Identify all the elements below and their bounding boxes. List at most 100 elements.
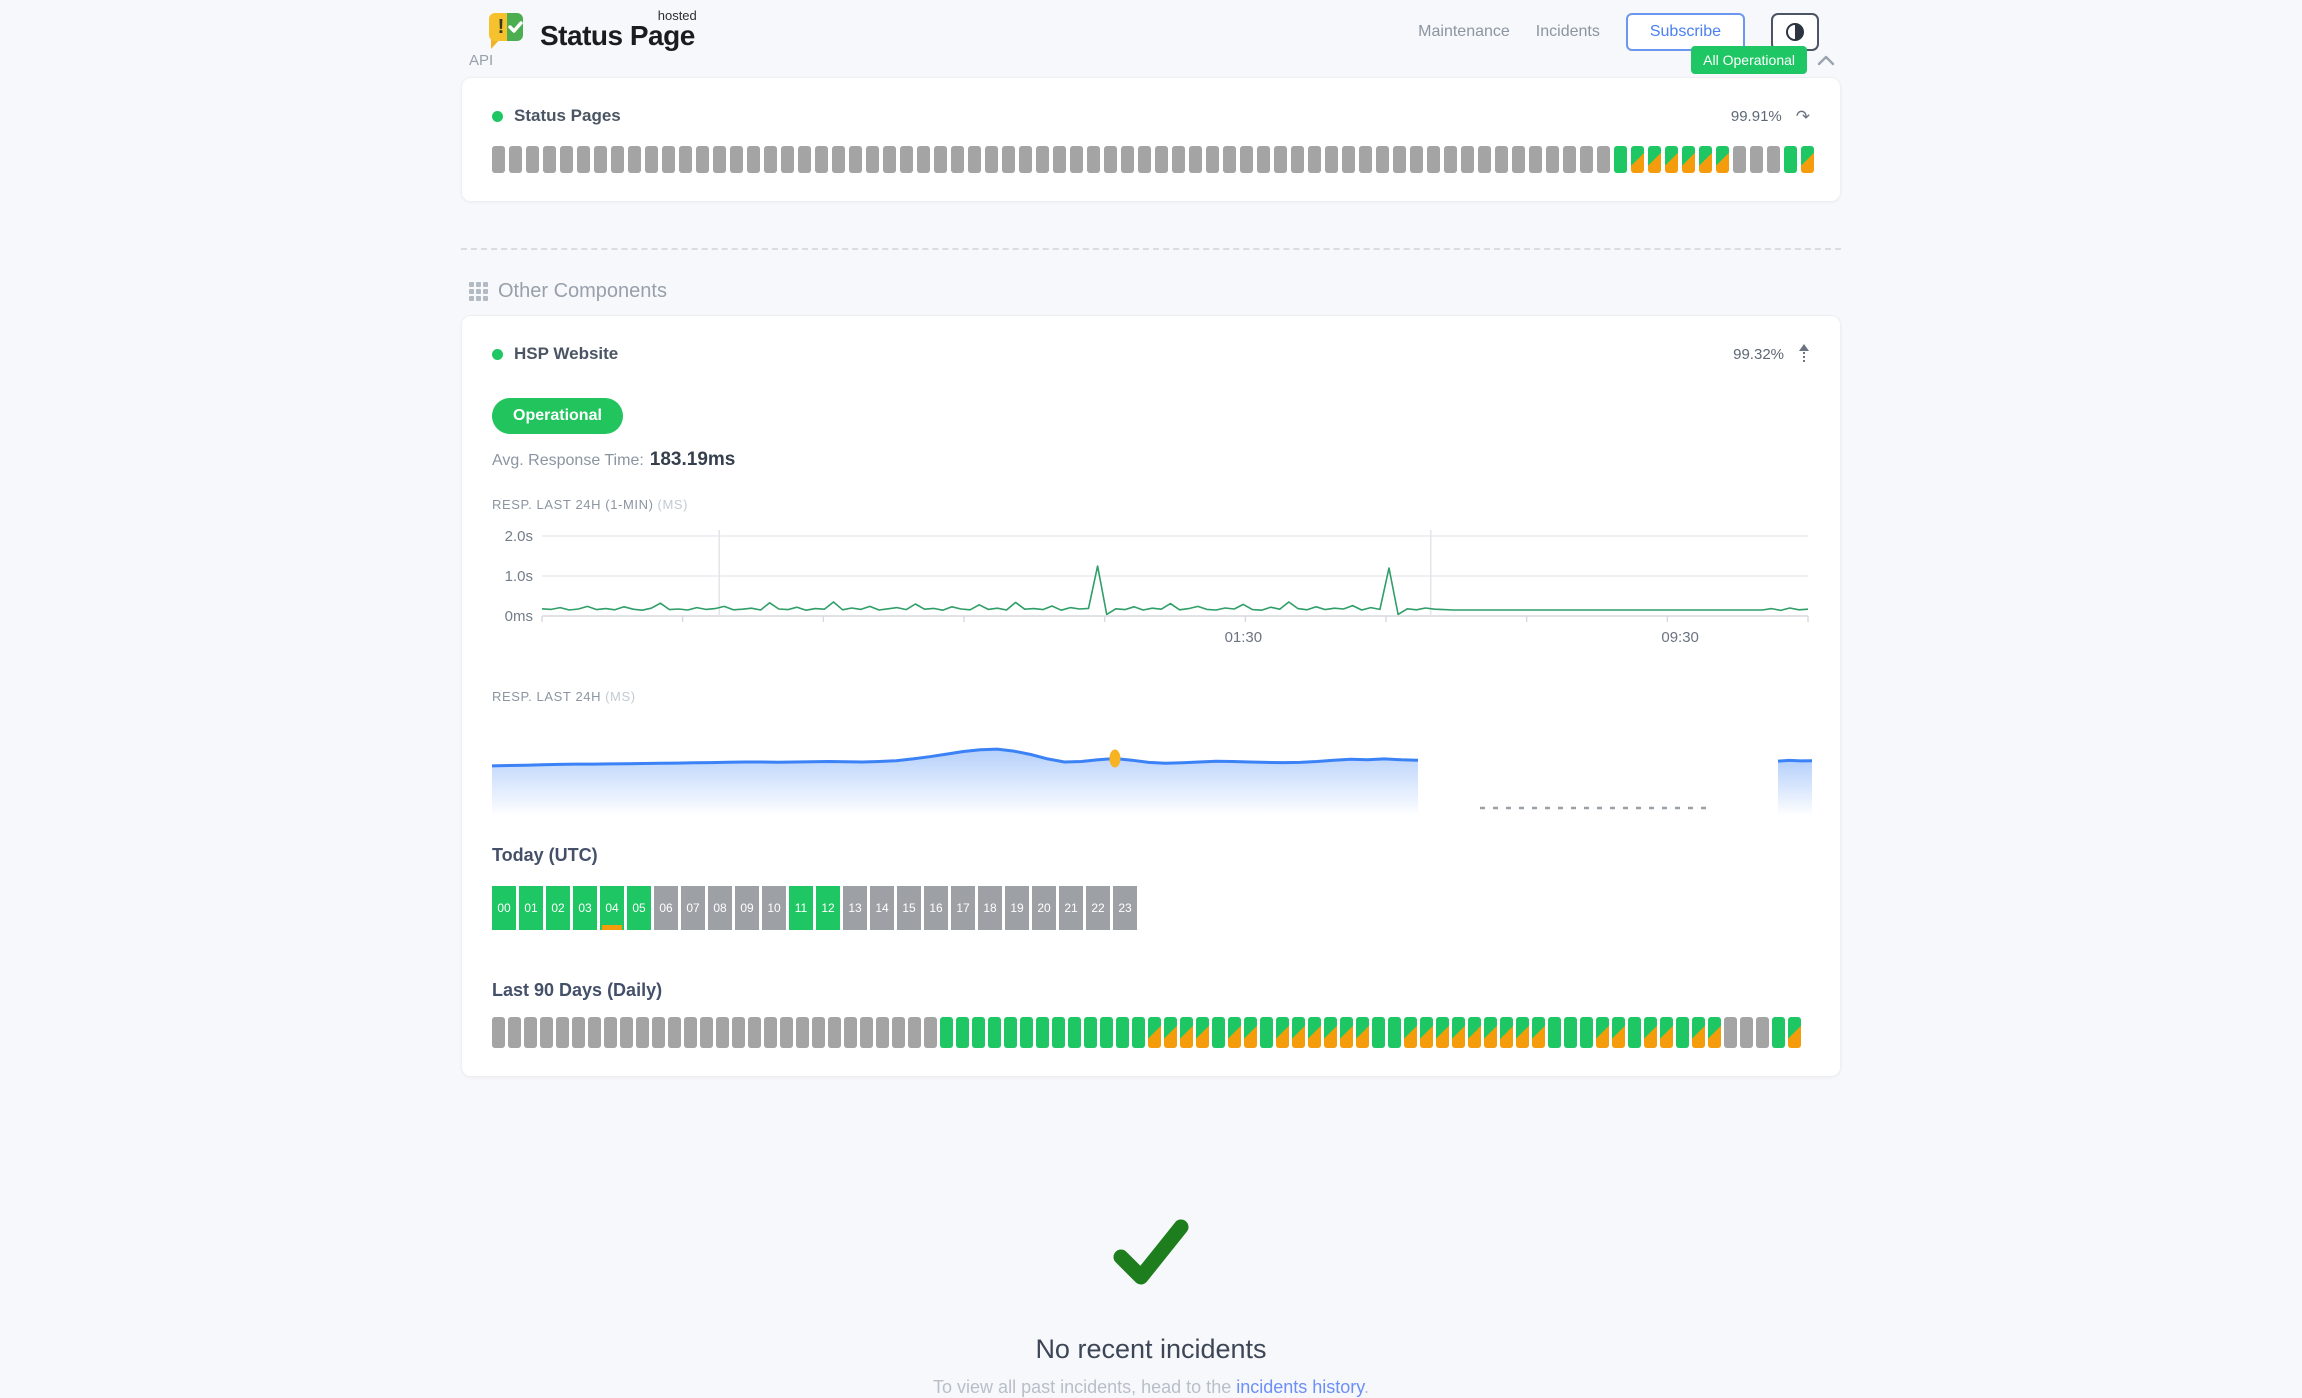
hour-box-03[interactable]: 03 [573, 886, 597, 930]
daily-bar[interactable] [1404, 1017, 1417, 1048]
daily-bar[interactable] [1212, 1017, 1225, 1048]
daily-bar[interactable] [1340, 1017, 1353, 1048]
hour-box-01[interactable]: 01 [519, 886, 543, 930]
uptime-bar[interactable] [1087, 146, 1100, 173]
uptime-bar[interactable] [1223, 146, 1236, 173]
daily-bar[interactable] [940, 1017, 953, 1048]
daily-bar[interactable] [1196, 1017, 1209, 1048]
daily-bar[interactable] [1356, 1017, 1369, 1048]
uptime-bar[interactable] [934, 146, 947, 173]
daily-bar[interactable] [1452, 1017, 1465, 1048]
hour-box-00[interactable]: 00 [492, 886, 516, 930]
uptime-bar[interactable] [662, 146, 675, 173]
daily-bar[interactable] [924, 1017, 937, 1048]
uptime-bar[interactable] [1172, 146, 1185, 173]
daily-bar[interactable] [1020, 1017, 1033, 1048]
chevron-up-icon[interactable] [1817, 54, 1835, 66]
daily-bar[interactable] [780, 1017, 793, 1048]
uptime-bar[interactable] [1427, 146, 1440, 173]
hour-box-07[interactable]: 07 [681, 886, 705, 930]
uptime-bar[interactable] [1053, 146, 1066, 173]
daily-bar[interactable] [1164, 1017, 1177, 1048]
hour-box-23[interactable]: 23 [1113, 886, 1137, 930]
hour-box-09[interactable]: 09 [735, 886, 759, 930]
daily-bar[interactable] [1548, 1017, 1561, 1048]
daily-bar[interactable] [1116, 1017, 1129, 1048]
uptime-bar[interactable] [1359, 146, 1372, 173]
daily-bar[interactable] [972, 1017, 985, 1048]
daily-bar[interactable] [1100, 1017, 1113, 1048]
uptime-bar[interactable] [1274, 146, 1287, 173]
daily-bar[interactable] [684, 1017, 697, 1048]
uptime-bar[interactable] [985, 146, 998, 173]
uptime-bar[interactable] [832, 146, 845, 173]
uptime-bar[interactable] [1597, 146, 1610, 173]
daily-bar[interactable] [1516, 1017, 1529, 1048]
hour-box-11[interactable]: 11 [789, 886, 813, 930]
daily-bar[interactable] [620, 1017, 633, 1048]
daily-bar[interactable] [1756, 1017, 1769, 1048]
uptime-bar[interactable] [1257, 146, 1270, 173]
daily-bar[interactable] [812, 1017, 825, 1048]
daily-bar[interactable] [764, 1017, 777, 1048]
daily-bar[interactable] [1660, 1017, 1673, 1048]
daily-bar[interactable] [1484, 1017, 1497, 1048]
subscribe-button[interactable]: Subscribe [1625, 13, 1745, 51]
daily-bar[interactable] [732, 1017, 745, 1048]
uptime-bar[interactable] [866, 146, 879, 173]
incidents-history-link[interactable]: incidents history [1236, 1377, 1364, 1397]
daily-bar[interactable] [1228, 1017, 1241, 1048]
daily-bar[interactable] [1740, 1017, 1753, 1048]
uptime-bar[interactable] [951, 146, 964, 173]
daily-bar[interactable] [652, 1017, 665, 1048]
uptime-bar[interactable] [1631, 146, 1644, 173]
daily-bar[interactable] [1420, 1017, 1433, 1048]
uptime-bar[interactable] [1308, 146, 1321, 173]
daily-bar[interactable] [636, 1017, 649, 1048]
overall-status-badge[interactable]: All Operational [1691, 46, 1807, 74]
daily-bar[interactable] [828, 1017, 841, 1048]
daily-bar[interactable] [1388, 1017, 1401, 1048]
daily-bar[interactable] [716, 1017, 729, 1048]
daily-bar[interactable] [1260, 1017, 1273, 1048]
uptime-bar[interactable] [611, 146, 624, 173]
uptime-bar[interactable] [1478, 146, 1491, 173]
daily-bar[interactable] [860, 1017, 873, 1048]
uptime-bar[interactable] [628, 146, 641, 173]
uptime-bar[interactable] [1512, 146, 1525, 173]
daily-bar[interactable] [1052, 1017, 1065, 1048]
daily-bar[interactable] [1308, 1017, 1321, 1048]
uptime-bar[interactable] [1580, 146, 1593, 173]
uptime-bar[interactable] [1410, 146, 1423, 173]
daily-bar[interactable] [1148, 1017, 1161, 1048]
response-area-chart[interactable] [491, 720, 1813, 821]
uptime-bar[interactable] [1546, 146, 1559, 173]
hour-box-10[interactable]: 10 [762, 886, 786, 930]
uptime-bar[interactable] [1342, 146, 1355, 173]
uptime-bar[interactable] [900, 146, 913, 173]
uptime-bar[interactable] [1461, 146, 1474, 173]
uptime-bar[interactable] [1019, 146, 1032, 173]
uptime-bar[interactable] [492, 146, 505, 173]
daily-bar[interactable] [668, 1017, 681, 1048]
hour-box-14[interactable]: 14 [870, 886, 894, 930]
daily-bar[interactable] [1180, 1017, 1193, 1048]
uptime-bar[interactable] [764, 146, 777, 173]
hour-box-08[interactable]: 08 [708, 886, 732, 930]
hour-box-21[interactable]: 21 [1059, 886, 1083, 930]
daily-bar[interactable] [556, 1017, 569, 1048]
hour-box-15[interactable]: 15 [897, 886, 921, 930]
uptime-bar[interactable] [1529, 146, 1542, 173]
daily-bar[interactable] [1004, 1017, 1017, 1048]
uptime-bar[interactable] [645, 146, 658, 173]
daily-bar[interactable] [1788, 1017, 1801, 1048]
daily-bar[interactable] [876, 1017, 889, 1048]
daily-bar[interactable] [844, 1017, 857, 1048]
uptime-bar[interactable] [1665, 146, 1678, 173]
uptime-bar[interactable] [1325, 146, 1338, 173]
uptime-bar[interactable] [679, 146, 692, 173]
uptime-bar[interactable] [509, 146, 522, 173]
uptime-bar[interactable] [1104, 146, 1117, 173]
uptime-bar[interactable] [526, 146, 539, 173]
daily-bar[interactable] [540, 1017, 553, 1048]
